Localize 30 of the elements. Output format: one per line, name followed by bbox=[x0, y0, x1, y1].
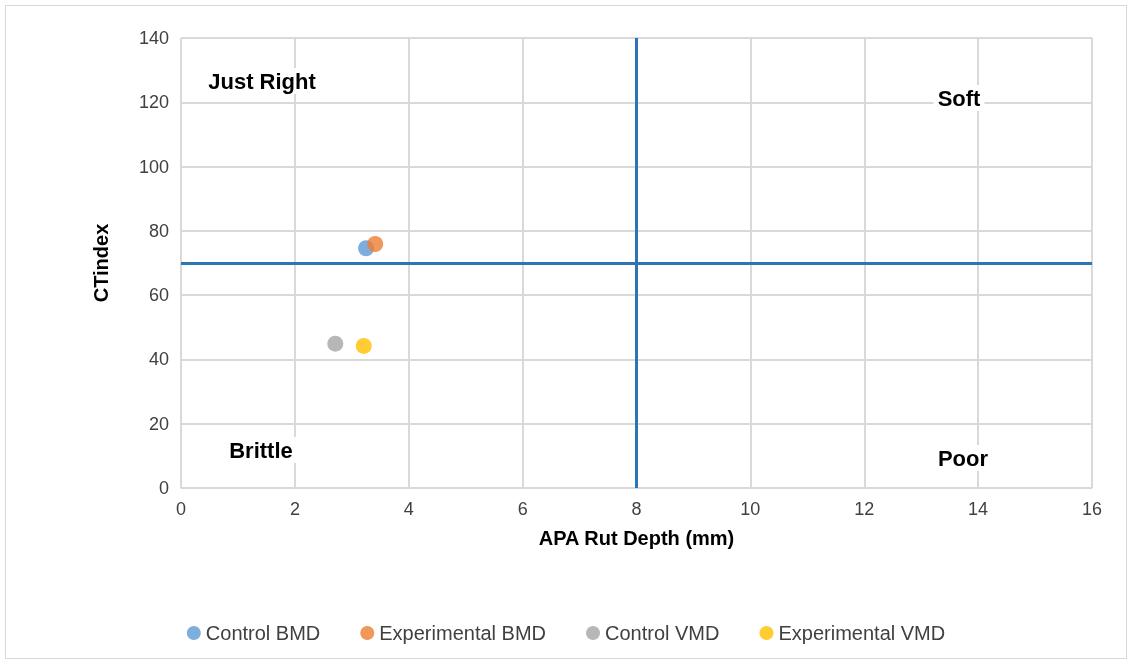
annotation: Soft bbox=[937, 85, 982, 111]
x-tick-label: 14 bbox=[968, 499, 989, 519]
x-tick-label: 2 bbox=[289, 499, 300, 519]
legend-label: Control BMD bbox=[205, 622, 321, 644]
annotation: Brittle bbox=[229, 437, 293, 463]
legend-label: Experimental BMD bbox=[379, 622, 546, 644]
legend-label: Control VMD bbox=[605, 622, 720, 644]
y-tick-label: 60 bbox=[148, 285, 169, 306]
x-tick-label: 4 bbox=[403, 499, 414, 519]
x-axis-title: APA Rut Depth (mm) bbox=[538, 527, 735, 549]
y-tick-label: 120 bbox=[138, 92, 169, 113]
y-tick-label: 20 bbox=[148, 413, 169, 434]
x-tick-label: 6 bbox=[517, 499, 528, 519]
annotation: Just Right bbox=[208, 68, 317, 94]
y-tick-label: 40 bbox=[148, 349, 169, 370]
y-tick-label: 140 bbox=[138, 28, 169, 48]
x-tick-label: 10 bbox=[740, 499, 761, 519]
legend-label: Experimental VMD bbox=[778, 622, 946, 644]
x-tick-label: 0 bbox=[175, 499, 187, 519]
point bbox=[367, 236, 384, 253]
point bbox=[355, 337, 372, 354]
x-tick-label: 12 bbox=[854, 499, 875, 519]
annotation: Poor bbox=[937, 445, 989, 471]
y-axis-title: CTindex bbox=[90, 223, 112, 303]
x-tick-label: 16 bbox=[1081, 499, 1103, 519]
y-tick-label: 100 bbox=[138, 156, 169, 177]
x-tick-label: 8 bbox=[631, 499, 642, 519]
y-tick-label: 0 bbox=[158, 478, 169, 498]
point bbox=[327, 335, 344, 352]
y-tick-label: 80 bbox=[148, 220, 169, 241]
